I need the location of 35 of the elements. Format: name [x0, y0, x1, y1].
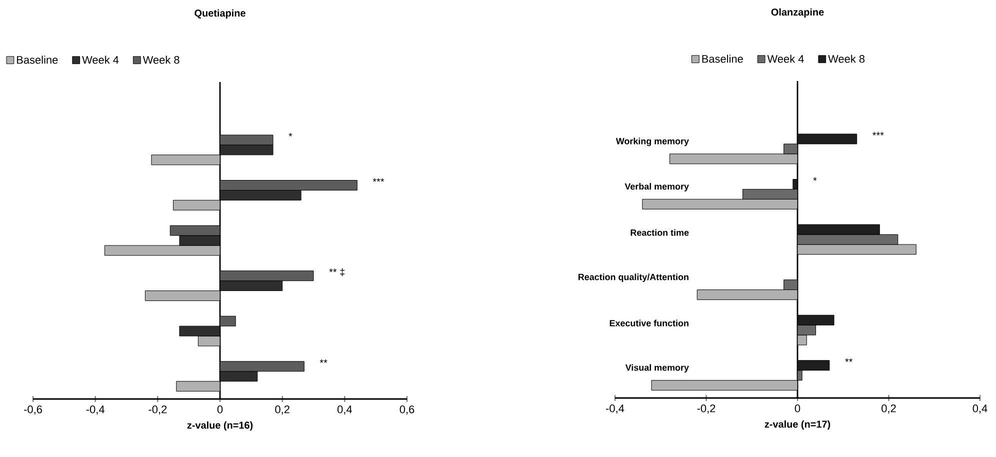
x-tick-label: 0 — [794, 404, 800, 412]
x-tick-label: 0,4 — [972, 404, 988, 414]
y-tick-label: Verbal memory — [624, 183, 689, 192]
annotation: ** — [845, 358, 853, 362]
y-tick-label: Reaction quality/Attention — [578, 274, 688, 282]
x-tick-label: -0,2 — [697, 404, 716, 414]
legend-label: Baseline — [702, 54, 743, 63]
y-tick-label: Reaction time — [630, 229, 689, 236]
y-tick-label: Visual memory — [625, 364, 689, 373]
annotation: ** — [320, 359, 328, 363]
y-tick-label: Working memory — [616, 138, 689, 146]
chart-title: Quetiapine — [194, 9, 246, 19]
annotation: ** ‡ — [329, 268, 344, 276]
x-tick-label: -0,2 — [148, 406, 167, 415]
legend-label: Baseline — [17, 56, 58, 64]
x-axis-title: z-value (n=16) — [187, 421, 253, 431]
y-tick-label: Executive function — [610, 320, 688, 326]
legend-label: Week 4 — [767, 54, 804, 63]
x-tick-label: -0,4 — [86, 406, 104, 415]
annotation: *** — [372, 178, 384, 182]
legend-label: Week 8 — [828, 54, 865, 63]
x-tick-label: 0,2 — [275, 406, 290, 415]
x-axis-title: z-value (n=17) — [764, 420, 830, 430]
legend-label: Week 4 — [82, 56, 119, 64]
chart-title: Olanzapine — [771, 8, 824, 18]
x-tick-label: 0 — [217, 406, 223, 414]
annotation: * — [813, 177, 817, 181]
x-tick-label: 0,4 — [337, 406, 352, 415]
legend-label: Week 8 — [142, 56, 180, 64]
annotation: * — [288, 132, 292, 136]
annotation: *** — [872, 132, 884, 136]
x-tick-label: -0,6 — [24, 406, 42, 415]
x-tick-label: 0,6 — [400, 406, 414, 415]
x-tick-label: -0,4 — [606, 404, 624, 414]
x-tick-label: 0,2 — [882, 404, 896, 414]
